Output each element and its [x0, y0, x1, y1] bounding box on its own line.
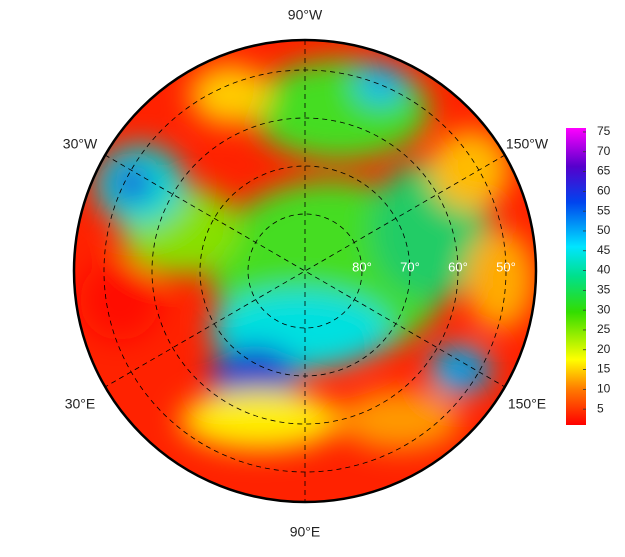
- longitude-label: 30°E: [65, 396, 96, 412]
- colorbar-tick-label: 30: [597, 302, 611, 316]
- colorbar-tick-label: 65: [597, 164, 611, 178]
- map-field: [74, 40, 536, 502]
- colorbar: [566, 128, 586, 425]
- colorbar-tick-label: 60: [597, 184, 611, 198]
- latitude-label: 60°: [448, 259, 468, 274]
- colorbar-tick-label: 35: [597, 283, 611, 297]
- longitude-label: 150°E: [508, 396, 546, 412]
- colorbar-tick-label: 40: [597, 263, 611, 277]
- longitude-label: 90°W: [288, 7, 323, 23]
- latitude-label: 50°: [496, 259, 516, 274]
- colorbar-tick-label: 50: [597, 223, 611, 237]
- colorbar-tick-label: 45: [597, 243, 611, 257]
- colorbar-tick-label: 15: [597, 362, 611, 376]
- colorbar-tick-label: 25: [597, 322, 611, 336]
- colorbar-tick-label: 20: [597, 342, 611, 356]
- colorbar-tick-label: 10: [597, 382, 611, 396]
- colorbar-tick-label: 75: [597, 124, 611, 138]
- map-border: [72, 38, 538, 504]
- longitude-label: 90°E: [290, 524, 321, 540]
- longitude-label: 150°W: [506, 136, 549, 152]
- latitude-label: 70°: [400, 259, 420, 274]
- colorbar-tick-label: 70: [597, 144, 611, 158]
- colorbar-tick-label: 5: [597, 401, 604, 415]
- longitude-label: 30°W: [63, 136, 98, 152]
- colorbar-tick-label: 55: [597, 203, 611, 217]
- latitude-label: 80°: [352, 259, 372, 274]
